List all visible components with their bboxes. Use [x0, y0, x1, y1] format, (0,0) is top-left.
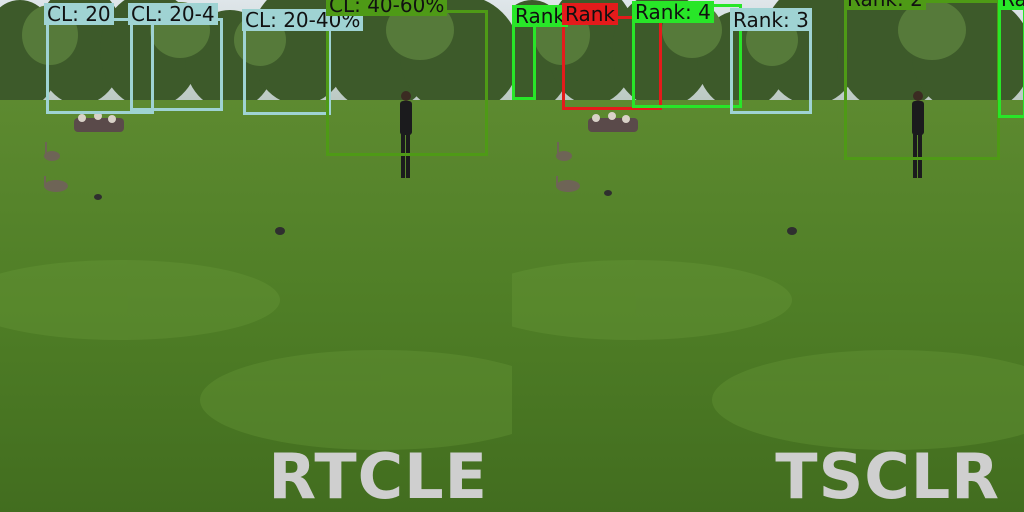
box-label: Rank — [562, 3, 618, 25]
box-label: Rank: 2 — [844, 0, 926, 10]
detection-box — [130, 18, 223, 111]
box-label: Rank — [512, 5, 568, 27]
method-caption: TSCLR — [775, 440, 1000, 512]
detection-box — [998, 0, 1024, 118]
right-panel: Rank Rank Rank: 4 Rank: 3 Rank: 2 Ra TSC… — [512, 0, 1024, 512]
detection-box — [844, 0, 1000, 160]
method-caption: RTCLE — [268, 440, 488, 512]
detection-box — [512, 20, 536, 100]
box-label: CL: 40-60% — [326, 0, 448, 16]
left-panel: CL: 20 CL: 20-4 CL: 20-40% CL: 40-60% RT… — [0, 0, 512, 512]
box-label: Ra — [998, 0, 1024, 10]
park-scene-left — [0, 0, 512, 512]
standing-person-right — [912, 91, 924, 178]
box-label: CL: 20 — [44, 3, 114, 25]
box-label: CL: 20-4 — [128, 3, 218, 25]
box-label: Rank: 4 — [632, 1, 714, 23]
box-label: Rank: 3 — [730, 9, 812, 31]
park-scene-right — [512, 0, 1024, 512]
detection-box — [243, 24, 331, 115]
standing-person-left — [400, 91, 412, 178]
